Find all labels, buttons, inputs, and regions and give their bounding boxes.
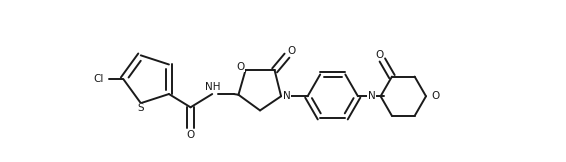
Text: O: O: [375, 50, 383, 59]
Text: O: O: [287, 46, 295, 56]
Text: Cl: Cl: [93, 74, 104, 84]
Text: N: N: [283, 91, 290, 101]
Text: S: S: [138, 103, 144, 113]
Text: O: O: [186, 130, 195, 139]
Text: NH: NH: [205, 82, 220, 92]
Text: N: N: [367, 91, 375, 101]
Text: O: O: [237, 62, 245, 72]
Text: O: O: [431, 91, 440, 101]
